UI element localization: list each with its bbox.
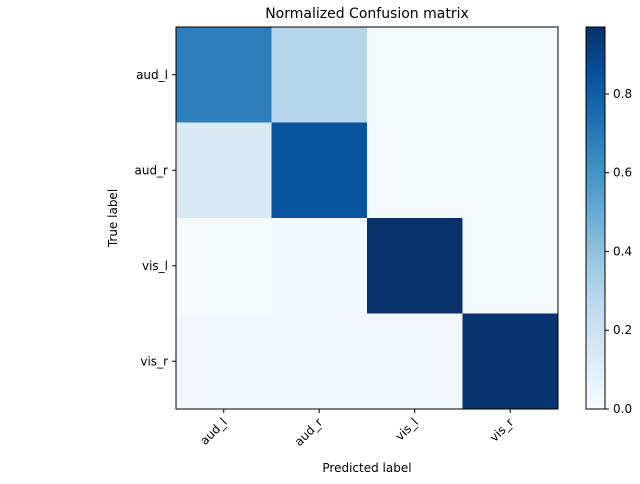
heatmap-cell <box>271 27 368 123</box>
y-tick-label: aud_l <box>136 68 168 82</box>
x-tick-label: aud_r <box>292 415 326 449</box>
heatmap-cell <box>176 218 272 314</box>
y-axis-ticks: aud_l aud_r vis_l vis_r <box>134 68 176 368</box>
colorbar-ticks: 0.0 0.2 0.4 0.6 0.8 <box>605 87 632 416</box>
heatmap-cell <box>462 122 559 219</box>
chart-title: Normalized Confusion matrix <box>265 6 469 22</box>
heatmap-cell <box>271 122 368 219</box>
heatmap-cells <box>176 27 559 410</box>
colorbar-tick-label: 0.0 <box>613 402 632 416</box>
y-tick-label: aud_r <box>134 163 168 177</box>
y-tick-label: vis_l <box>142 259 168 273</box>
x-axis-ticks: aud_l aud_r vis_l vis_r <box>197 409 516 449</box>
heatmap-cell <box>176 313 272 410</box>
x-axis-label: Predicted label <box>322 461 411 475</box>
heatmap-cell <box>176 122 272 219</box>
heatmap-cell <box>367 122 463 219</box>
heatmap-cell <box>462 27 559 123</box>
colorbar-tick-label: 0.6 <box>613 166 632 180</box>
colorbar-tick-label: 0.8 <box>613 87 632 101</box>
colorbar <box>585 26 606 410</box>
y-tick-label: vis_r <box>140 354 168 368</box>
heatmap-cell <box>271 218 368 314</box>
x-tick-label: vis_r <box>487 415 516 444</box>
heatmap-cell <box>462 313 559 410</box>
heatmap-cell <box>367 313 463 410</box>
heatmap-cell <box>462 218 559 314</box>
heatmap-cell <box>271 313 368 410</box>
heatmap-cell <box>367 218 463 314</box>
heatmap-cell <box>367 27 463 123</box>
x-tick-label: aud_l <box>197 415 229 447</box>
y-axis-label: True label <box>106 189 120 248</box>
colorbar-tick-label: 0.4 <box>613 244 632 258</box>
x-tick-label: vis_l <box>393 415 421 443</box>
heatmap-cell <box>176 27 272 123</box>
plot-frame <box>175 26 559 410</box>
colorbar-tick-label: 0.2 <box>613 323 632 337</box>
